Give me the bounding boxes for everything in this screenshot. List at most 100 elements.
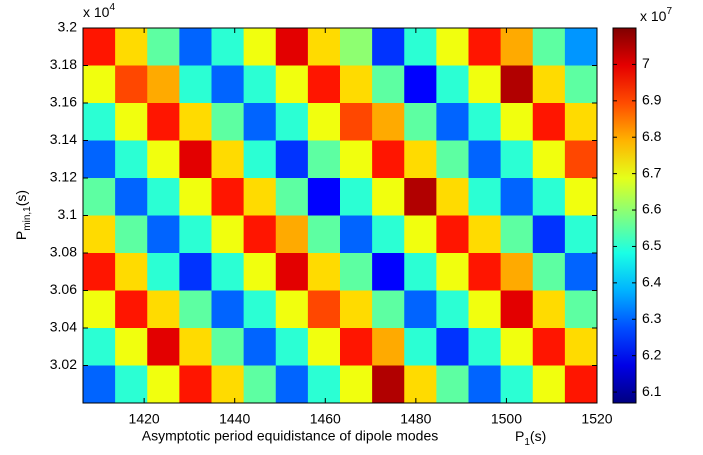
x-tick-label: 1420 bbox=[129, 411, 160, 427]
y-tick-label: 3.1 bbox=[58, 206, 78, 222]
heat-cell bbox=[500, 103, 534, 141]
heat-cell bbox=[307, 215, 341, 254]
heat-cell bbox=[372, 365, 405, 404]
heat-cell bbox=[147, 328, 180, 366]
multiplier-base: x 10 bbox=[83, 4, 110, 20]
heat-cell bbox=[115, 28, 148, 66]
heat-cell bbox=[147, 365, 180, 404]
heat-cell bbox=[468, 253, 502, 291]
label-sub: 1 bbox=[524, 437, 530, 448]
heatmap bbox=[83, 28, 598, 404]
heat-cell bbox=[532, 253, 566, 291]
heat-cell bbox=[436, 178, 469, 216]
heat-cell bbox=[211, 328, 245, 366]
x-label: Asymptotic period equidistance of dipole… bbox=[142, 428, 439, 444]
heat-cell bbox=[179, 215, 212, 254]
heat-cell bbox=[564, 140, 598, 179]
heat-cell bbox=[307, 103, 341, 141]
colorbar-tick-label: 6.5 bbox=[642, 237, 662, 253]
x-tick-label: 1480 bbox=[400, 411, 431, 427]
heat-cell bbox=[500, 365, 534, 404]
heat-cell bbox=[340, 365, 373, 404]
heat-cell bbox=[147, 290, 180, 329]
heat-cell bbox=[340, 290, 373, 329]
heat-cell bbox=[436, 290, 469, 329]
heat-cell bbox=[83, 103, 116, 141]
heat-cell bbox=[179, 290, 212, 329]
heat-cell bbox=[83, 65, 116, 104]
y-tick-label: 3.18 bbox=[50, 56, 77, 72]
heat-cell bbox=[500, 253, 534, 291]
heat-cell bbox=[211, 103, 245, 141]
heat-cell bbox=[211, 178, 245, 216]
heat-cell bbox=[500, 140, 534, 179]
heat-cell bbox=[436, 365, 469, 404]
heat-cell bbox=[340, 103, 373, 141]
heat-cell bbox=[115, 365, 148, 404]
heat-cell bbox=[340, 178, 373, 216]
heat-cell bbox=[564, 328, 598, 366]
heat-cell bbox=[404, 328, 437, 366]
heat-cell bbox=[83, 290, 116, 329]
heat-cell bbox=[275, 178, 309, 216]
heat-cell bbox=[179, 28, 212, 66]
colorbar-tick-label: 6.3 bbox=[642, 310, 662, 326]
colorbar-tick-label: 6.4 bbox=[642, 274, 662, 290]
heat-cell bbox=[83, 253, 116, 291]
heat-cell bbox=[147, 140, 180, 179]
x-tick-label: 1460 bbox=[310, 411, 341, 427]
heat-cell bbox=[468, 140, 502, 179]
heat-cell bbox=[532, 178, 566, 216]
heat-cell bbox=[307, 253, 341, 291]
heat-cell bbox=[179, 140, 212, 179]
heat-cell bbox=[307, 140, 341, 179]
heat-cell bbox=[211, 253, 245, 291]
heat-cell bbox=[404, 140, 437, 179]
heat-cell bbox=[243, 65, 277, 104]
heat-cell bbox=[404, 215, 437, 254]
heat-cell bbox=[115, 65, 148, 104]
heat-cell bbox=[83, 328, 116, 366]
heat-cell bbox=[243, 28, 277, 66]
c-multiplier: x 107 bbox=[640, 6, 672, 24]
heat-cell bbox=[211, 365, 245, 404]
heat-cell bbox=[340, 65, 373, 104]
colorbar-tick-label: 6.1 bbox=[642, 383, 662, 399]
heat-cell bbox=[404, 65, 437, 104]
heat-cell bbox=[532, 215, 566, 254]
heat-cell bbox=[468, 103, 502, 141]
heat-cell bbox=[83, 215, 116, 254]
x-multiplier: x 104 bbox=[83, 2, 115, 20]
heat-cell bbox=[372, 178, 405, 216]
heat-cell bbox=[436, 328, 469, 366]
heat-cell bbox=[532, 365, 566, 404]
heat-cell bbox=[243, 290, 277, 329]
colorbar-tick-label: 6.6 bbox=[642, 201, 662, 217]
heat-cell bbox=[115, 253, 148, 291]
heat-cell bbox=[404, 178, 437, 216]
multiplier-exp: 4 bbox=[109, 2, 115, 13]
y-tick-label: 3.16 bbox=[50, 94, 77, 110]
heat-cell bbox=[404, 28, 437, 66]
heat-cell bbox=[532, 28, 566, 66]
colorbar-tick-label: 6.2 bbox=[642, 346, 662, 362]
heat-cell bbox=[468, 178, 502, 216]
heat-cell bbox=[372, 290, 405, 329]
heat-cell bbox=[500, 28, 534, 66]
label-suffix: (s) bbox=[530, 428, 546, 444]
heat-cell bbox=[211, 290, 245, 329]
heat-cell bbox=[564, 365, 598, 404]
heat-cell bbox=[115, 290, 148, 329]
label-suffix: (s) bbox=[13, 190, 29, 206]
heat-cell bbox=[275, 65, 309, 104]
heat-cell bbox=[532, 290, 566, 329]
y-tick-label: 3.06 bbox=[50, 281, 77, 297]
heat-cell bbox=[372, 65, 405, 104]
y-tick-label: 3.08 bbox=[50, 244, 77, 260]
heat-cell bbox=[372, 328, 405, 366]
heat-cell bbox=[275, 215, 309, 254]
label-base: P bbox=[515, 428, 524, 444]
heat-cell bbox=[436, 253, 469, 291]
heat-cell bbox=[500, 290, 534, 329]
